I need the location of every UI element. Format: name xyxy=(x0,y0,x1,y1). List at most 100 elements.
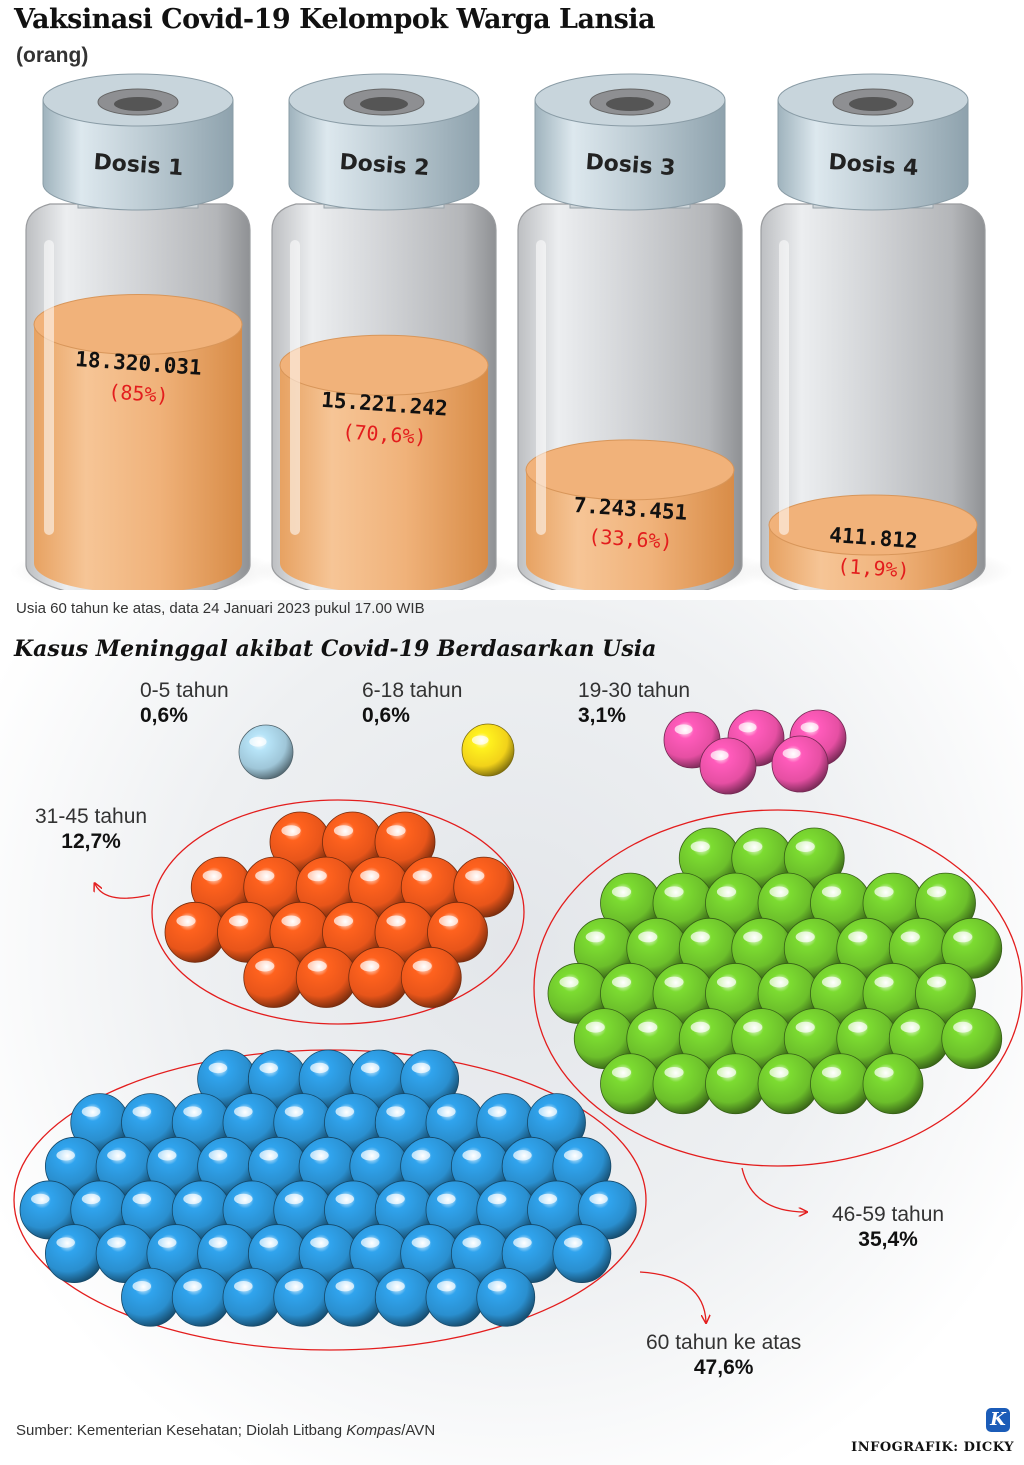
ball-31-45-tahun xyxy=(348,947,410,1008)
ball-19-30-tahun xyxy=(771,735,829,793)
kompas-logo: K xyxy=(986,1408,1010,1432)
section2-title: Kasus Meninggal akibat Covid-19 Berdasar… xyxy=(14,636,657,662)
ball-31-45-tahun xyxy=(243,856,305,918)
label-0-5-value: 0,6% xyxy=(140,704,188,728)
ball-46-59-tahun xyxy=(862,1053,924,1115)
ball-6-18-tahun xyxy=(461,723,515,777)
arrow-31-45 xyxy=(95,884,151,899)
label-46-59-name: 46-59 tahun xyxy=(832,1203,945,1226)
ball-46-59-tahun xyxy=(652,872,714,934)
ball-31-45-tahun xyxy=(348,856,410,918)
vial-percent-label: (70,6%) xyxy=(342,419,428,449)
label-0-5-name: 0-5 tahun xyxy=(140,679,229,702)
ball-60-tahun-ke-atas xyxy=(425,1267,485,1327)
vial-liquid-surface xyxy=(768,494,978,556)
source-suffix: /AVN xyxy=(401,1422,436,1439)
vial-cap-inner xyxy=(360,97,408,111)
ball-60-tahun-ke-atas xyxy=(171,1267,231,1327)
vial-cap xyxy=(534,99,726,211)
ball-46-59-tahun xyxy=(757,1053,819,1115)
vial-cap-inner xyxy=(849,97,897,111)
ball-60-tahun-ke-atas xyxy=(501,1224,561,1283)
vial-percent-label: (1,9%) xyxy=(837,554,911,583)
ball-31-45-tahun xyxy=(164,901,226,963)
vial-liquid xyxy=(280,365,488,590)
label-60-plus-name: 60 tahun ke atas xyxy=(646,1331,802,1354)
vials-chart: Dosis 118.320.031(85%)Dosis 215.221.242(… xyxy=(10,73,1013,590)
ball-60-tahun-ke-atas xyxy=(146,1136,206,1196)
ball-46-59-tahun xyxy=(862,872,924,934)
label-60-plus-value: 47,6% xyxy=(693,1356,754,1380)
label-31-45: 31-45 tahun 12,7% xyxy=(35,804,147,854)
ball-46-59-tahun xyxy=(941,1008,1003,1069)
ball-46-59-tahun xyxy=(652,963,714,1024)
credit: INFOGRAFIK: DICKY xyxy=(851,1440,1014,1455)
label-31-45-name: 31-45 tahun xyxy=(35,805,148,828)
source-italic: Kompas xyxy=(346,1422,402,1439)
vial-highlight xyxy=(44,240,54,535)
ball-46-59-tahun xyxy=(731,1008,793,1069)
ball-19-30-tahun xyxy=(699,737,757,795)
label-46-59: 46-59 tahun 35,4% xyxy=(832,1202,944,1252)
ball-46-59-tahun xyxy=(573,917,635,979)
ball-60-tahun-ke-atas xyxy=(552,1224,612,1283)
ball-60-tahun-ke-atas xyxy=(222,1267,282,1327)
label-19-30-value: 3,1% xyxy=(578,704,626,728)
ball-31-45-tahun xyxy=(295,947,357,1008)
ball-60-tahun-ke-atas xyxy=(95,1136,155,1196)
vial-highlight xyxy=(290,240,300,535)
vial-percent-label: (85%) xyxy=(108,379,170,407)
ball-46-59-tahun xyxy=(626,1008,688,1069)
vial-highlight xyxy=(536,240,546,535)
vial-cap-inner xyxy=(606,97,654,111)
label-0-5: 0-5 tahun 0,6% xyxy=(140,678,229,728)
ball-60-tahun-ke-atas xyxy=(273,1093,333,1153)
ball-60-tahun-ke-atas xyxy=(298,1136,358,1196)
source-note: Sumber: Kementerian Kesehatan; Diolah Li… xyxy=(16,1422,435,1439)
main-title: Vaksinasi Covid-19 Kelompok Warga Lansia xyxy=(14,4,656,35)
ball-60-tahun-ke-atas xyxy=(577,1180,637,1240)
arrow-46-59 xyxy=(741,1167,806,1212)
label-31-45-value: 12,7% xyxy=(61,830,121,854)
ball-46-59-tahun xyxy=(678,917,740,979)
ball-60-tahun-ke-atas xyxy=(247,1049,307,1109)
ball-46-59-tahun xyxy=(626,917,688,979)
ball-31-45-tahun xyxy=(322,811,383,873)
ball-60-tahun-ke-atas xyxy=(197,1049,257,1109)
ball-46-59-tahun xyxy=(705,1053,766,1115)
ball-60-tahun-ke-atas xyxy=(298,1224,358,1283)
ball-31-45-tahun xyxy=(269,811,331,873)
vial-liquid-surface xyxy=(525,439,735,501)
ball-31-45-tahun xyxy=(453,856,515,918)
ball-46-59-tahun xyxy=(810,963,871,1024)
vial-percent-label: (33,6%) xyxy=(588,524,674,554)
vial-cap-inner xyxy=(114,97,162,111)
ball-0-5-tahun xyxy=(238,724,294,780)
ball-60-tahun-ke-atas xyxy=(324,1267,383,1327)
arrow-60-plus xyxy=(639,1271,706,1322)
vial-cap xyxy=(777,99,969,211)
ball-60-tahun-ke-atas xyxy=(476,1267,536,1327)
ball-46-59-tahun xyxy=(652,1053,714,1115)
ball-31-45-tahun xyxy=(374,811,436,873)
vial-note: Usia 60 tahun ke atas, data 24 Januari 2… xyxy=(16,600,425,617)
ball-60-tahun-ke-atas xyxy=(273,1180,333,1240)
label-46-59-value: 35,4% xyxy=(858,1228,918,1252)
ball-31-45-tahun xyxy=(243,947,305,1008)
ball-31-45-tahun xyxy=(295,856,357,918)
label-6-18-value: 0,6% xyxy=(362,704,410,728)
ball-60-tahun-ke-atas xyxy=(425,1093,485,1153)
ball-60-tahun-ke-atas xyxy=(95,1224,155,1283)
vial-cap xyxy=(42,99,234,211)
ball-60-tahun-ke-atas xyxy=(476,1180,536,1240)
ellipse-31-45 xyxy=(151,799,525,1025)
vial-2: Dosis 215.221.242(70,6%) xyxy=(256,73,524,590)
ball-60-tahun-ke-atas xyxy=(374,1267,434,1327)
ball-31-45-tahun xyxy=(400,947,462,1008)
ball-46-59-tahun xyxy=(731,917,793,979)
ball-60-tahun-ke-atas xyxy=(476,1093,536,1153)
vial-liquid-surface xyxy=(33,293,243,355)
ball-46-59-tahun xyxy=(600,963,661,1024)
